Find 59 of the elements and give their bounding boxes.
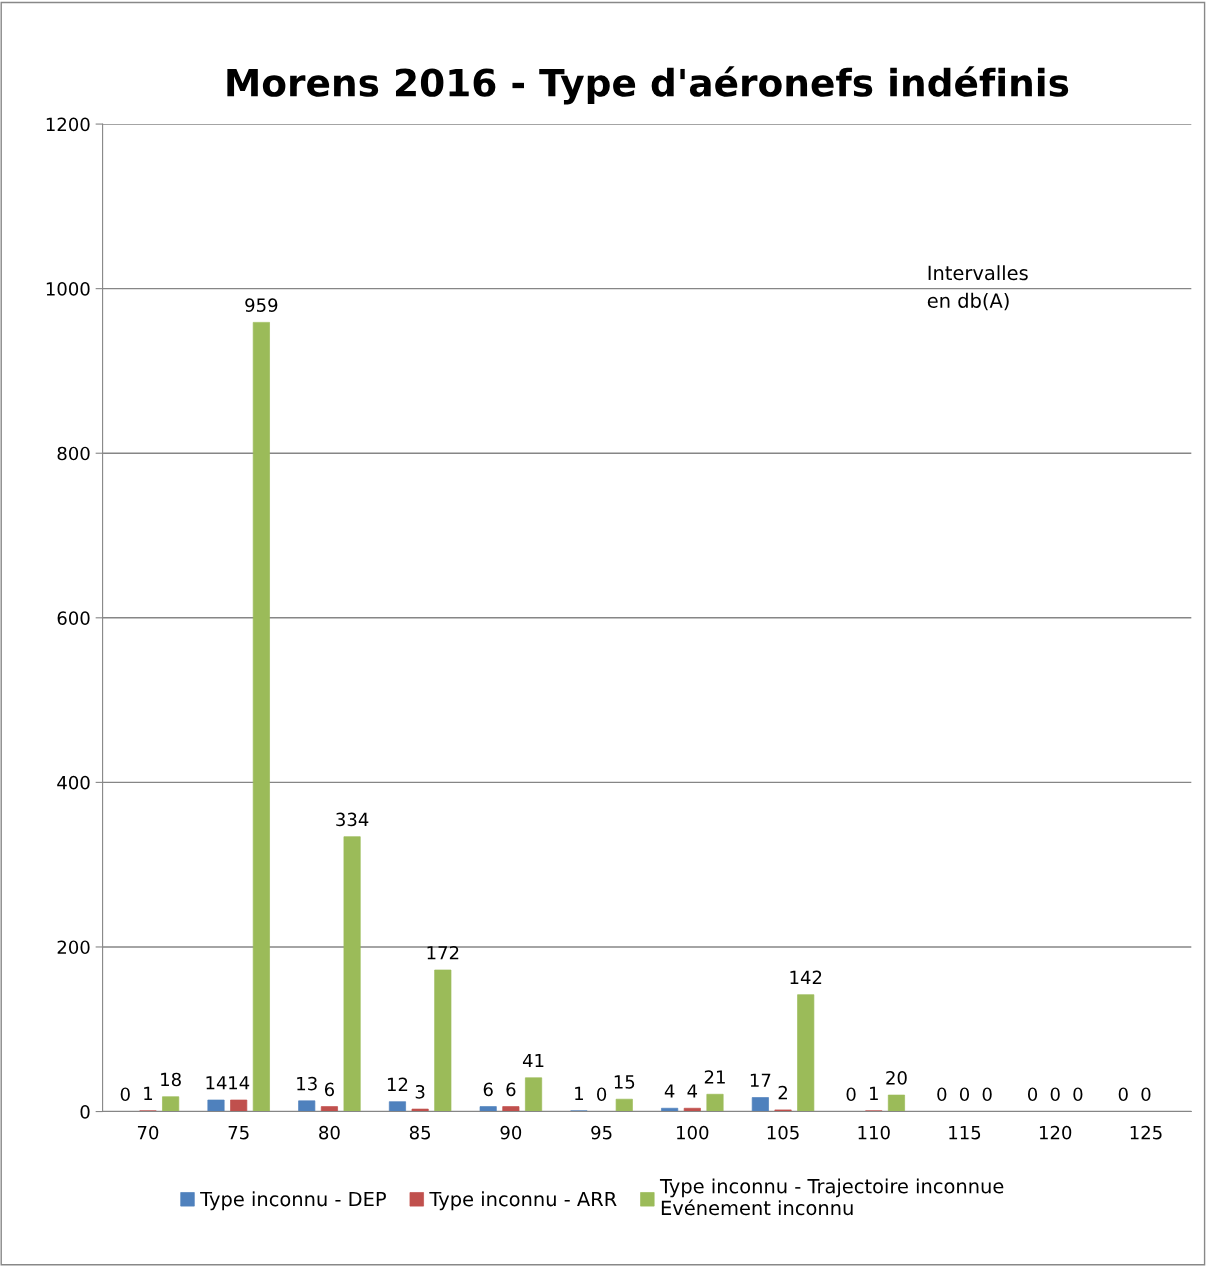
data-label: 0 <box>846 1087 856 1102</box>
data-label: 0 <box>597 1087 607 1102</box>
data-label: 18 <box>161 1072 181 1087</box>
data-label: 334 <box>336 812 369 827</box>
data-label: 0 <box>1027 1087 1038 1102</box>
x-tick-label: 125 <box>1130 1125 1162 1140</box>
data-label: 6 <box>483 1082 493 1097</box>
data-label: 4 <box>687 1084 698 1098</box>
x-tick-label: 80 <box>319 1125 340 1140</box>
data-label: 15 <box>614 1075 635 1089</box>
data-label: 0 <box>120 1087 130 1102</box>
data-label: 17 <box>750 1073 771 1087</box>
x-tick-label: 75 <box>228 1125 249 1140</box>
x-tick-label: 105 <box>767 1125 799 1140</box>
data-label: 1 <box>575 1086 583 1101</box>
data-label: 20 <box>886 1070 907 1085</box>
data-label: 142 <box>790 970 822 984</box>
x-tick-label: 90 <box>500 1125 522 1140</box>
y-tick-label: 1200 <box>46 117 90 132</box>
y-tick-label: 0 <box>80 1105 90 1119</box>
data-label: 4 <box>664 1084 675 1098</box>
data-label: 3 <box>415 1084 425 1099</box>
y-tick-label: 600 <box>57 611 90 625</box>
y-tick-label: 400 <box>57 775 90 790</box>
data-label: 0 <box>1141 1087 1151 1102</box>
x-tick-label: 115 <box>949 1125 981 1140</box>
legend-label: Type inconnu - DEP <box>200 1191 386 1211</box>
x-tick-label: 110 <box>858 1125 890 1140</box>
x-tick-label: 70 <box>137 1125 159 1140</box>
y-tick-label: 800 <box>57 446 90 461</box>
data-label: 0 <box>982 1087 992 1102</box>
data-label: 1 <box>870 1086 878 1101</box>
y-tick-label: 200 <box>57 940 90 955</box>
data-label: 172 <box>427 945 459 960</box>
data-label: 41 <box>522 1053 544 1068</box>
data-label: 0 <box>1050 1087 1060 1102</box>
data-label: 2 <box>778 1085 787 1100</box>
data-label: 14 <box>206 1076 227 1090</box>
x-tick-label: 120 <box>1039 1125 1072 1140</box>
data-label: 0 <box>1118 1087 1128 1102</box>
x-tick-label: 95 <box>591 1125 612 1140</box>
data-label: 6 <box>324 1082 335 1097</box>
data-label: 959 <box>245 298 278 312</box>
legend-label: Type inconnu - ARR <box>429 1191 617 1211</box>
x-tick-label: 85 <box>409 1125 431 1140</box>
data-label: 0 <box>1073 1087 1083 1102</box>
annotation: Intervalles en db(A) <box>927 265 1028 311</box>
data-label: 6 <box>506 1082 516 1097</box>
legend-label: Type inconnu - Trajectoire inconnue Evénement inconnu <box>659 1178 1004 1216</box>
data-label: 12 <box>387 1077 408 1091</box>
data-label: 13 <box>297 1076 317 1091</box>
data-label: 0 <box>959 1087 970 1102</box>
x-tick-label: 100 <box>677 1125 709 1140</box>
data-label: 0 <box>937 1087 947 1102</box>
data-label: 21 <box>704 1070 725 1084</box>
chart-title: Morens 2016 - Type d'aéronefs indéfinis <box>227 66 1069 105</box>
data-label: 14 <box>229 1076 250 1090</box>
y-tick-label: 1000 <box>46 282 90 296</box>
data-label: 1 <box>144 1086 153 1101</box>
